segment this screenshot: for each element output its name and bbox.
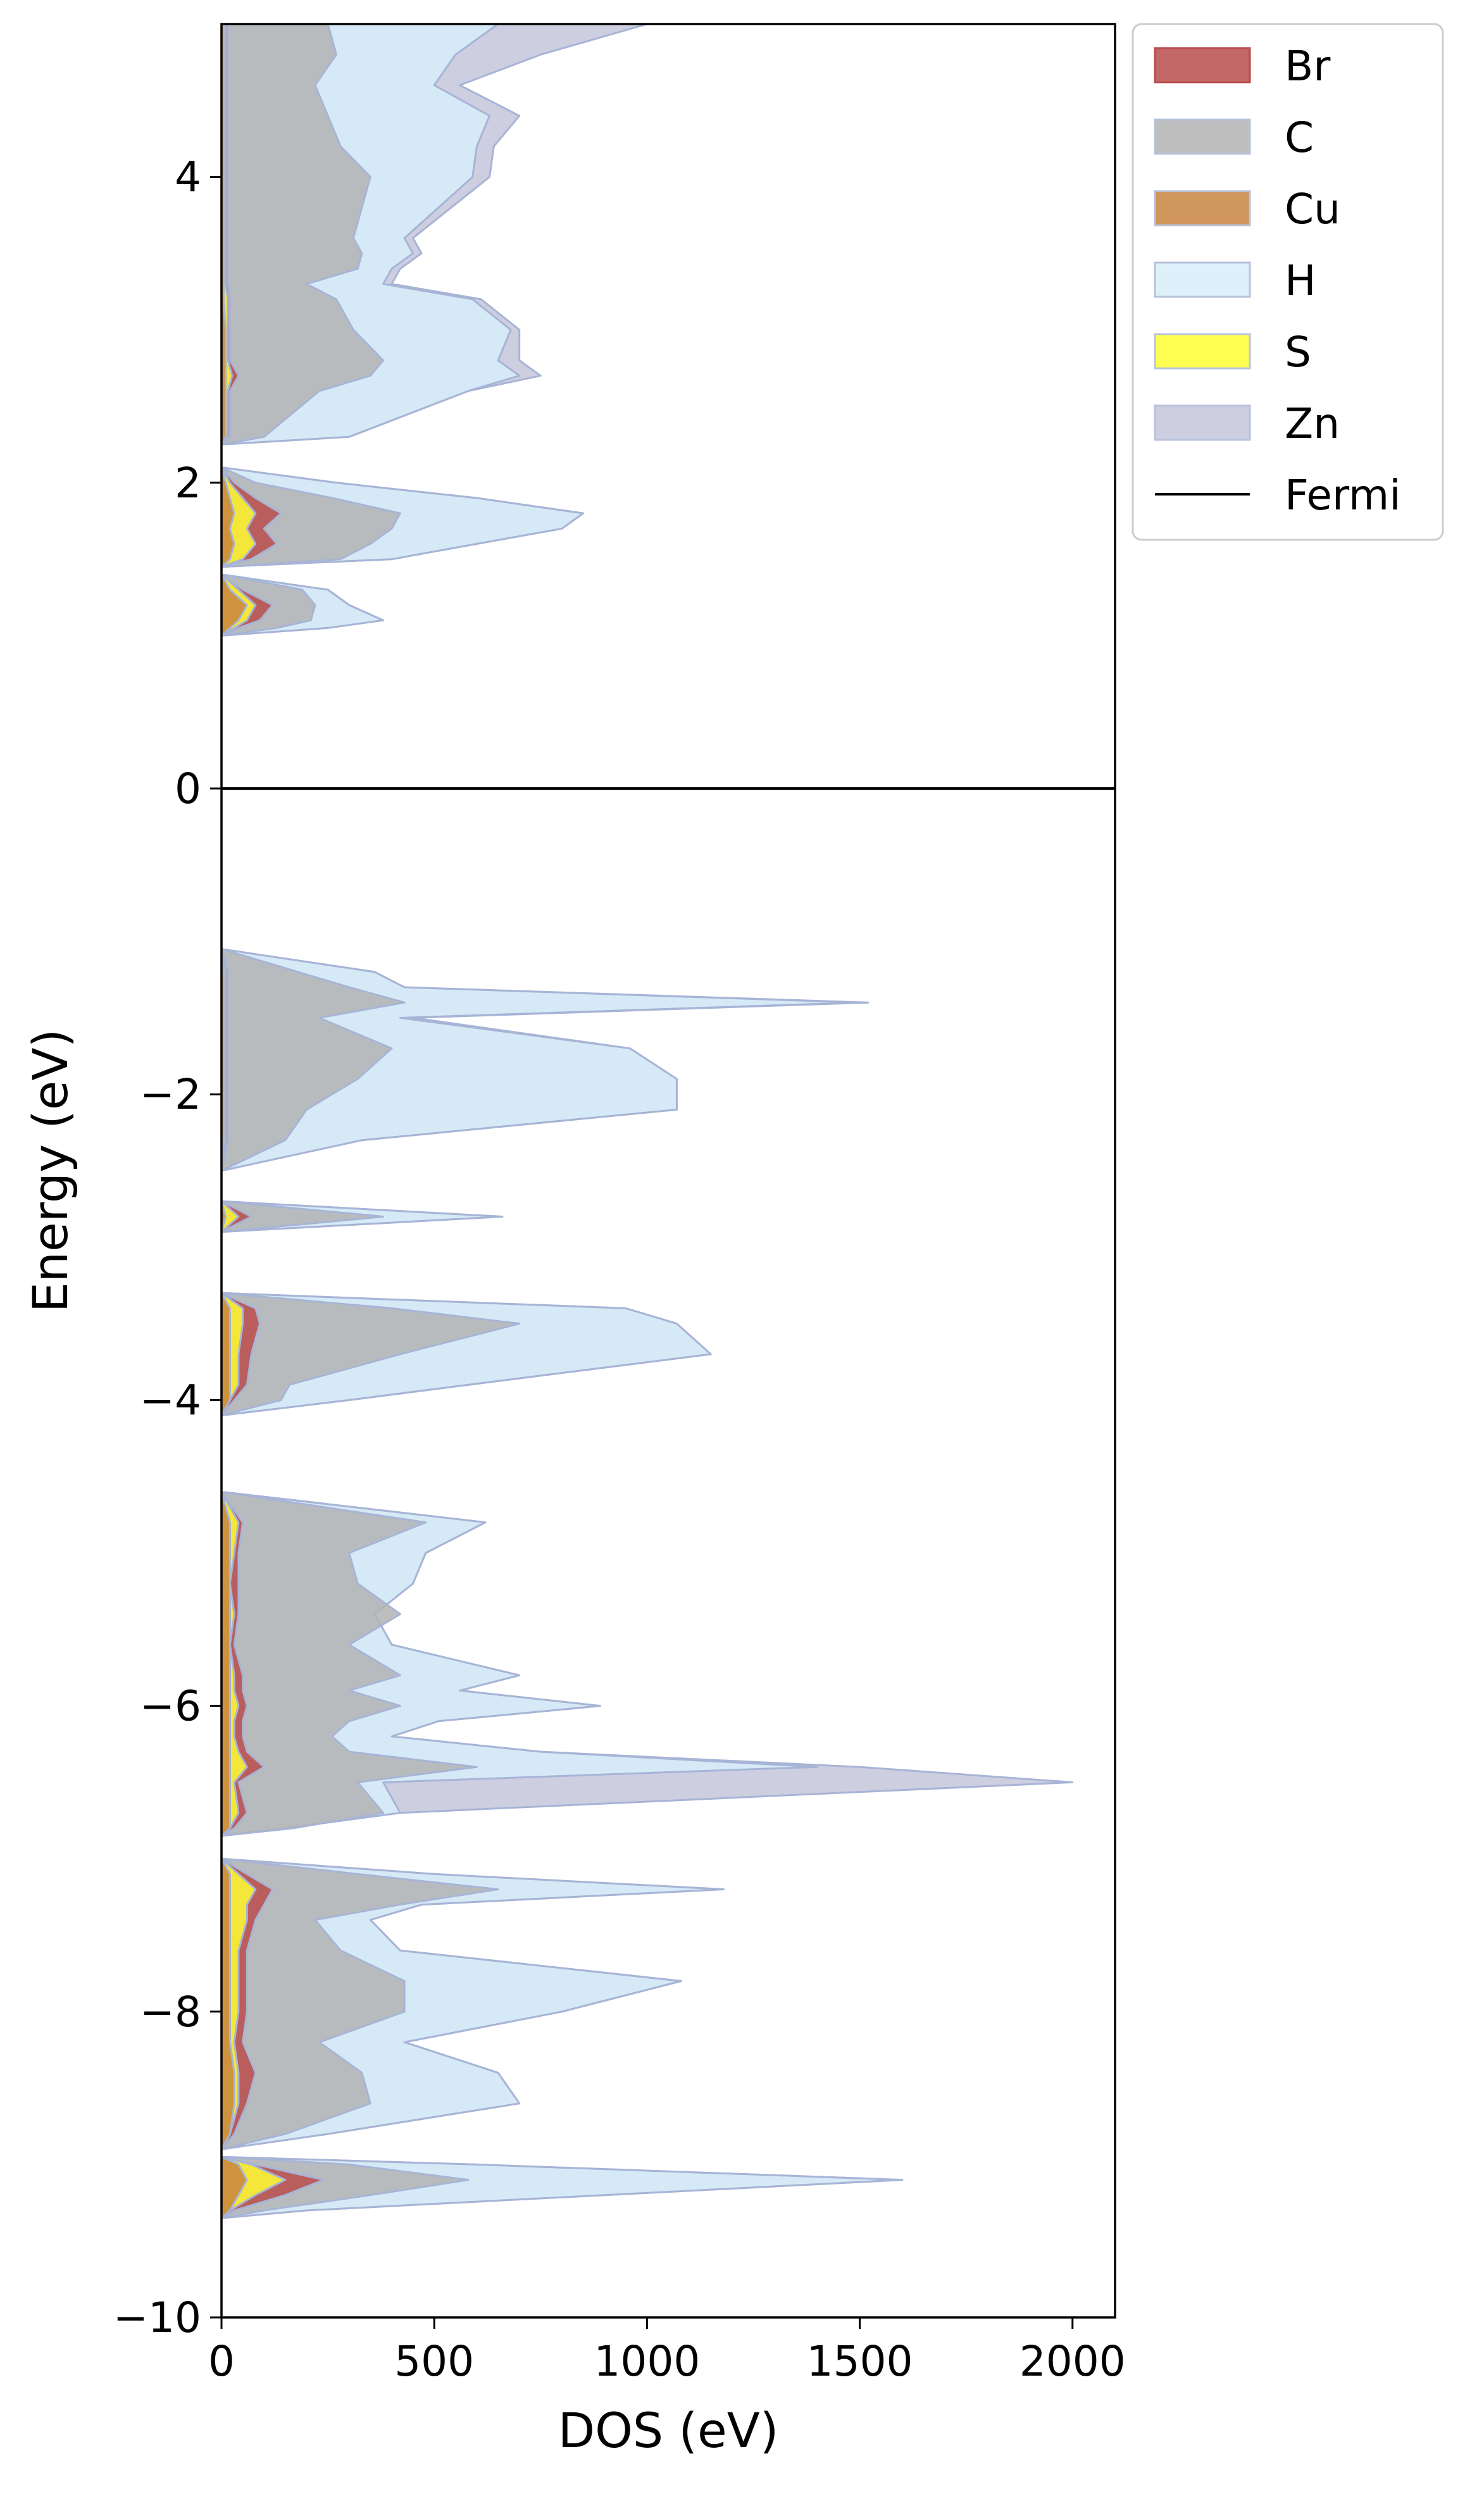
legend-item-h: H bbox=[1154, 256, 1316, 305]
legend-item-s: S bbox=[1154, 328, 1311, 377]
y-tick-label: −6 bbox=[140, 1682, 201, 1731]
y-axis-title: Energy (eV) bbox=[22, 1029, 78, 1312]
y-tick-label: −4 bbox=[140, 1376, 201, 1424]
legend-item-c: C bbox=[1154, 113, 1314, 162]
legend-label: Fermi bbox=[1285, 471, 1401, 520]
legend-item-zn: Zn bbox=[1154, 399, 1340, 448]
legend-swatch bbox=[1154, 190, 1251, 227]
x-tick-label: 1500 bbox=[807, 2337, 913, 2386]
plot-frame bbox=[220, 23, 1116, 2319]
legend-label: Zn bbox=[1285, 399, 1340, 448]
series-layer bbox=[220, 23, 1074, 2219]
legend: Br C Cu HS Zn Fermi bbox=[1132, 23, 1444, 541]
y-tick-label: 0 bbox=[175, 764, 201, 813]
legend-swatch bbox=[1154, 404, 1251, 441]
x-tick-label: 1000 bbox=[594, 2337, 700, 2386]
y-axis-ticks: −10 −8 −6 −4 −2 0 2 4 bbox=[113, 153, 221, 2342]
legend-swatch bbox=[1154, 333, 1251, 370]
y-tick-label: 2 bbox=[175, 459, 201, 508]
x-tick-label: 2000 bbox=[1019, 2337, 1126, 2386]
y-tick-label: 4 bbox=[175, 153, 201, 202]
legend-item-br: Br bbox=[1154, 42, 1331, 90]
y-tick-label: −10 bbox=[113, 2293, 201, 2342]
x-tick-label: 500 bbox=[394, 2337, 474, 2386]
legend-swatch bbox=[1154, 118, 1251, 155]
legend-label: Cu bbox=[1285, 185, 1340, 234]
legend-item-fermi: Fermi bbox=[1155, 471, 1401, 520]
legend-item-cu: Cu bbox=[1154, 185, 1340, 234]
x-axis-ticks: 0 500 1000 1500 2000 bbox=[208, 2317, 1126, 2386]
legend-swatch bbox=[1154, 261, 1251, 298]
y-tick-label: −8 bbox=[140, 1988, 201, 2036]
y-tick-label: −2 bbox=[140, 1070, 201, 1119]
x-tick-label: 0 bbox=[208, 2337, 235, 2386]
x-axis-title: DOS (eV) bbox=[558, 2402, 779, 2459]
legend-label: Br bbox=[1285, 42, 1331, 90]
legend-label: C bbox=[1285, 113, 1314, 162]
legend-label: S bbox=[1285, 328, 1311, 377]
legend-label: H bbox=[1285, 256, 1316, 305]
legend-swatch bbox=[1154, 47, 1251, 84]
